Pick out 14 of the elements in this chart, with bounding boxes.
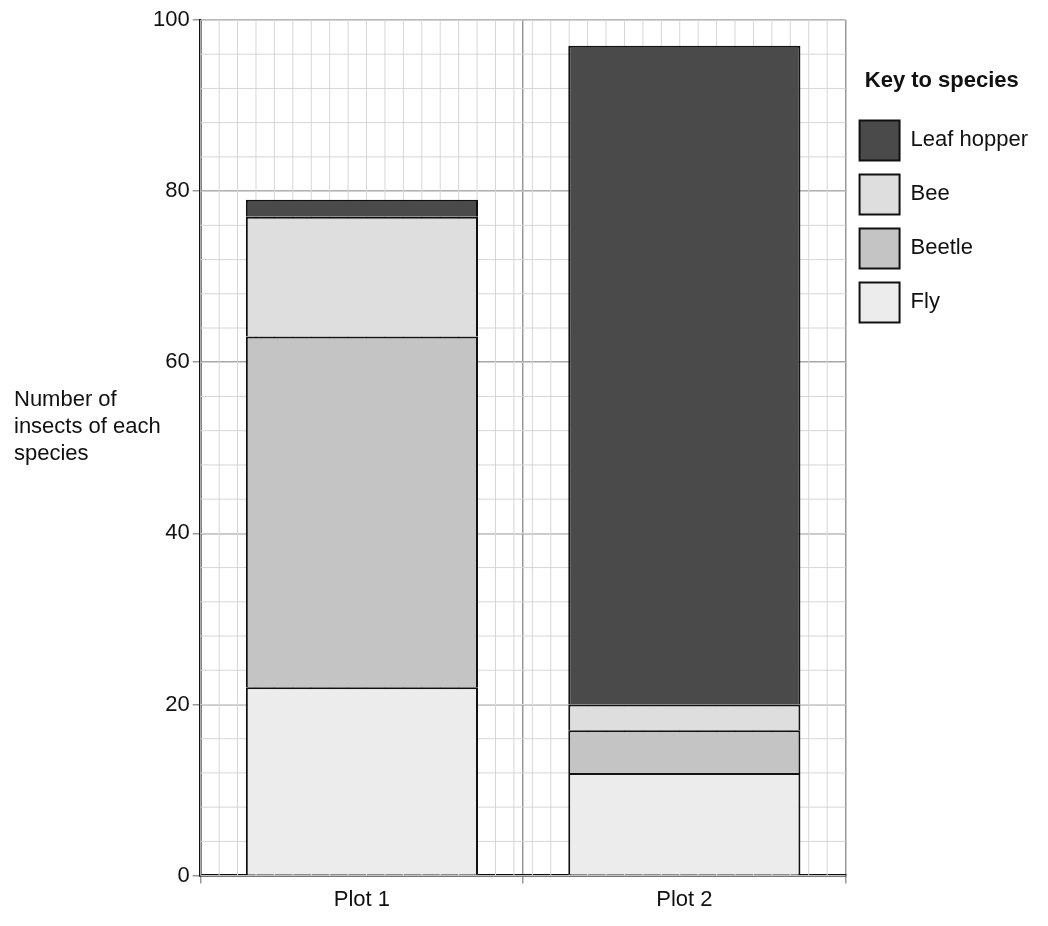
y-tick-label: 80 (165, 177, 190, 203)
y-tick-label: 0 (177, 861, 190, 887)
legend-label: Beetle (910, 234, 973, 260)
legend-label: Fly (910, 288, 940, 314)
x-tick-label: Plot 2 (656, 885, 713, 911)
legend-label: Leaf hopper (910, 126, 1028, 152)
legend-label: Bee (910, 180, 950, 206)
y-tick-label: 100 (152, 6, 190, 32)
y-tick-label: 40 (165, 519, 190, 545)
y-tick-label: 20 (165, 690, 190, 716)
legend-title: Key to species (864, 67, 1019, 93)
y-axis-title: Number of insects of each species (14, 385, 162, 466)
y-tick-label: 60 (165, 348, 190, 374)
x-tick-label: Plot 1 (333, 885, 391, 911)
